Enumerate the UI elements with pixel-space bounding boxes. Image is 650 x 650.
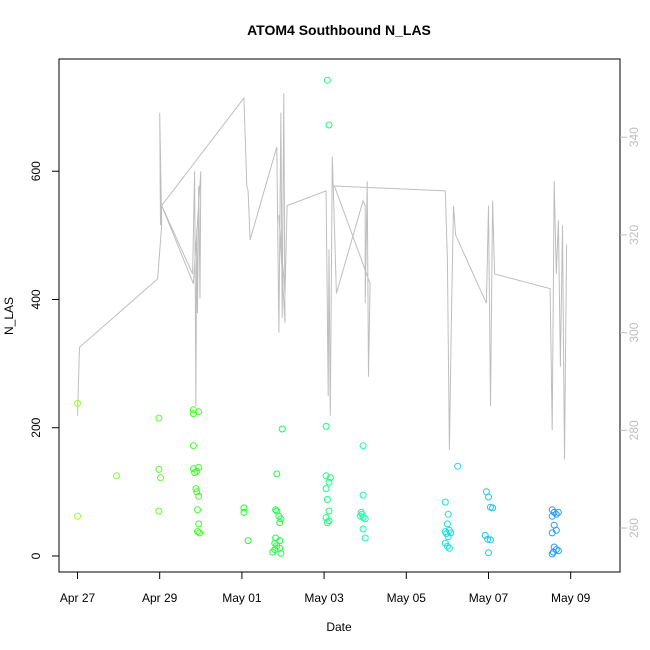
x-tick-label: May 07 <box>469 591 509 605</box>
data-point <box>443 542 451 550</box>
data-point <box>192 485 200 493</box>
data-point <box>550 508 558 516</box>
series-line <box>77 93 568 460</box>
data-point <box>358 510 366 518</box>
data-point <box>155 507 163 515</box>
data-point <box>113 472 120 480</box>
data-point <box>74 399 81 407</box>
data-point <box>277 515 285 523</box>
data-point <box>549 548 557 556</box>
x-tick-label: May 03 <box>304 591 344 605</box>
data-point <box>444 533 452 541</box>
data-point <box>322 422 330 430</box>
data-point <box>325 121 333 129</box>
x-tick-label: Apr 27 <box>60 591 96 605</box>
data-point <box>548 529 556 537</box>
data-point <box>195 492 203 500</box>
y2-tick-label: 320 <box>627 225 641 245</box>
data-point <box>444 510 452 518</box>
data-point <box>191 469 199 477</box>
data-point <box>454 462 462 470</box>
data-point <box>552 510 560 518</box>
data-point <box>445 544 453 552</box>
data-point <box>359 525 367 533</box>
y2-tick-label: 300 <box>627 322 641 342</box>
data-point <box>485 493 492 501</box>
data-point <box>276 544 284 552</box>
data-point <box>278 425 286 433</box>
y-axis: 0 200 400 600 <box>29 161 59 559</box>
data-point <box>195 464 203 471</box>
data-point <box>272 506 280 514</box>
y-tick-label: 600 <box>29 161 43 181</box>
data-point <box>359 491 367 499</box>
data-point <box>548 550 556 558</box>
data-point <box>325 478 333 486</box>
data-point <box>323 496 331 503</box>
data-point <box>489 504 497 512</box>
data-point <box>273 470 281 478</box>
y2-tick-label: 260 <box>627 518 641 538</box>
chart-marks <box>74 76 568 558</box>
y-tick-label: 0 <box>29 552 43 559</box>
data-point <box>244 537 252 545</box>
x-axis-label: Date <box>326 620 352 634</box>
x-tick-label: May 05 <box>387 591 427 605</box>
data-point <box>322 485 330 493</box>
y2-tick-label: 340 <box>627 127 641 147</box>
data-point <box>548 512 556 520</box>
data-point <box>554 508 562 516</box>
data-point <box>441 498 449 506</box>
data-point <box>322 472 330 480</box>
data-point <box>194 506 201 514</box>
data-point <box>323 519 331 527</box>
y-axis-label: N_LAS <box>2 297 16 335</box>
y2-tick-label: 280 <box>627 420 641 440</box>
data-point <box>323 76 331 84</box>
data-point <box>359 442 367 450</box>
data-point <box>195 520 203 528</box>
plot-frame <box>58 58 621 573</box>
chart-title: ATOM4 Southbound N_LAS <box>247 22 431 38</box>
data-point <box>277 549 285 557</box>
data-point <box>356 512 364 520</box>
data-point <box>195 408 203 416</box>
data-point <box>361 534 369 542</box>
y-tick-label: 200 <box>29 417 43 437</box>
data-point <box>155 465 163 473</box>
y-tick-label: 400 <box>29 289 43 309</box>
data-point <box>325 517 333 525</box>
data-point <box>325 507 333 515</box>
data-point <box>189 442 197 450</box>
x-axis: Apr 27 Apr 29 May 01 May 03 May 05 May 07 May … <box>60 571 591 605</box>
data-point <box>276 537 284 545</box>
data-point <box>443 520 451 528</box>
data-point <box>269 548 277 556</box>
data-point <box>196 529 204 537</box>
data-point <box>155 414 163 422</box>
data-point <box>240 504 248 512</box>
x-tick-label: May 09 <box>551 591 591 605</box>
data-point <box>157 474 164 482</box>
x-tick-label: Apr 29 <box>142 591 178 605</box>
data-point <box>193 488 201 496</box>
data-point <box>487 536 494 544</box>
x-tick-label: May 01 <box>222 591 262 605</box>
data-point <box>485 549 492 557</box>
data-point <box>276 519 284 527</box>
data-point <box>74 512 81 520</box>
data-point <box>326 474 334 482</box>
data-point <box>240 508 248 516</box>
data-point <box>484 535 492 543</box>
data-point <box>554 547 562 555</box>
y2-axis: 260 280 300 320 340 <box>620 127 641 538</box>
